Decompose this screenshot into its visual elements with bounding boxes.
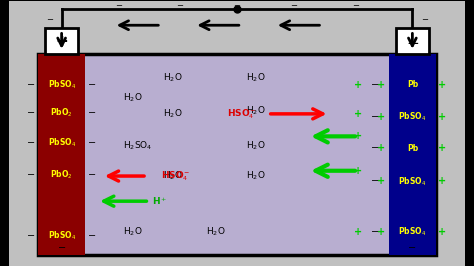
Text: H$_2$O: H$_2$O	[163, 72, 183, 84]
Text: −: −	[46, 15, 53, 24]
Text: PbSO$_4$: PbSO$_4$	[47, 229, 76, 242]
Text: +: +	[377, 111, 385, 122]
Text: +: +	[377, 80, 385, 90]
Text: −: −	[88, 138, 96, 148]
Text: +: +	[377, 143, 385, 153]
Text: −: −	[371, 111, 379, 122]
Text: PbSO$_4$: PbSO$_4$	[47, 78, 76, 91]
Text: −: −	[371, 227, 379, 236]
Text: +: +	[377, 227, 385, 236]
Text: −: −	[371, 80, 379, 90]
Text: −: −	[27, 231, 36, 240]
Text: −: −	[27, 138, 36, 148]
Text: −: −	[27, 107, 36, 118]
Text: −: −	[27, 170, 36, 180]
Text: −: −	[88, 80, 96, 90]
Text: H$_2$O: H$_2$O	[206, 225, 226, 238]
Text: PbSO$_4$: PbSO$_4$	[398, 225, 427, 238]
Text: Pb: Pb	[407, 80, 418, 89]
Text: H$_2$O: H$_2$O	[246, 72, 266, 84]
Text: −: −	[291, 1, 297, 10]
Text: +: +	[354, 80, 362, 90]
Bar	[38, 54, 85, 255]
Text: −: −	[352, 1, 359, 10]
Text: $-$: $-$	[406, 34, 419, 49]
Text: −: −	[88, 107, 96, 118]
Bar	[38, 54, 436, 255]
Text: HSO$_4^-$: HSO$_4^-$	[227, 107, 256, 120]
Text: H$^+$: H$^+$	[152, 195, 167, 207]
Text: +: +	[55, 34, 68, 49]
Text: −: −	[371, 143, 379, 153]
Text: +: +	[438, 111, 447, 122]
Text: H$_2$O: H$_2$O	[246, 139, 266, 152]
Text: PbO$_2$: PbO$_2$	[50, 106, 73, 119]
Text: H$_2$O: H$_2$O	[163, 170, 183, 182]
Text: −: −	[177, 1, 183, 10]
Text: −: −	[371, 176, 379, 186]
Text: +: +	[377, 176, 385, 186]
Text: −: −	[88, 170, 96, 180]
Text: PbSO$_4$: PbSO$_4$	[398, 175, 427, 188]
Text: −: −	[421, 15, 428, 24]
Text: PbO$_2$: PbO$_2$	[50, 168, 73, 181]
Text: H$_2$O: H$_2$O	[246, 170, 266, 182]
Text: +: +	[354, 166, 362, 176]
Text: PbSO$_4$: PbSO$_4$	[398, 110, 427, 123]
Text: +: +	[438, 227, 447, 236]
Text: PbSO$_4$: PbSO$_4$	[47, 137, 76, 149]
Text: +: +	[354, 109, 362, 119]
Text: H$_2$SO$_4$: H$_2$SO$_4$	[123, 139, 152, 152]
Text: −: −	[408, 243, 417, 253]
Text: H$_2$O: H$_2$O	[123, 92, 143, 104]
Text: −: −	[57, 243, 66, 253]
Text: +: +	[438, 176, 447, 186]
Text: +: +	[438, 80, 447, 90]
Text: +: +	[354, 131, 362, 141]
Text: +: +	[354, 227, 362, 236]
Text: Pb: Pb	[407, 144, 418, 153]
Text: −: −	[234, 1, 240, 10]
Text: H$_2$O: H$_2$O	[123, 225, 143, 238]
Text: −: −	[88, 231, 96, 240]
Text: +: +	[438, 143, 447, 153]
Text: HSO$_4^-$: HSO$_4^-$	[161, 169, 190, 183]
Text: −: −	[27, 80, 36, 90]
Bar	[45, 28, 78, 54]
Text: H$_2$O: H$_2$O	[246, 105, 266, 118]
Bar	[396, 28, 429, 54]
Text: −: −	[115, 1, 122, 10]
Bar	[389, 54, 436, 255]
Text: H$_2$O: H$_2$O	[163, 108, 183, 120]
